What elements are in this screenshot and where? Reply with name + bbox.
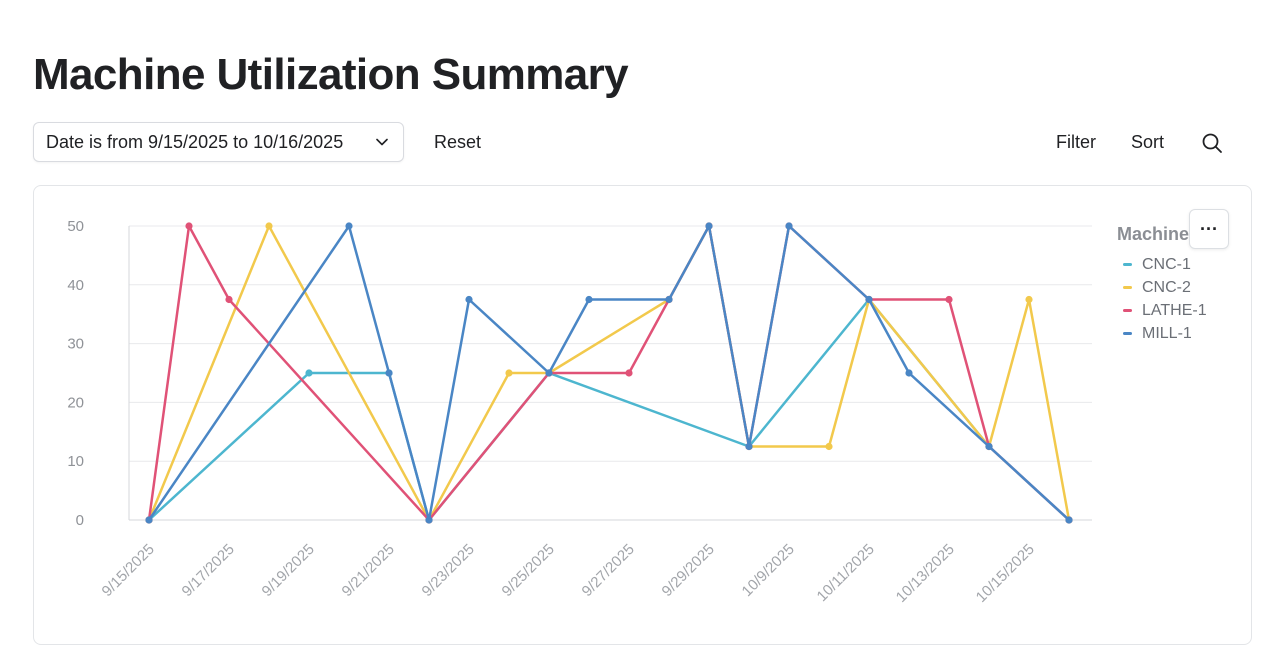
data-point-cnc-2 xyxy=(1025,295,1033,304)
data-point-mill-1 xyxy=(465,295,473,304)
chevron-down-icon xyxy=(376,138,388,146)
y-tick-label-20: 20 xyxy=(67,394,84,411)
data-point-cnc-2 xyxy=(505,369,513,377)
x-tick-label: 9/27/2025 xyxy=(579,541,638,600)
series-line-lathe-1 xyxy=(147,224,1071,522)
chart-legend: Machine CNC-1 CNC-2 LATHE-1 MILL-1 xyxy=(1117,224,1227,345)
data-point-lathe-1 xyxy=(185,222,193,230)
data-point-lathe-1 xyxy=(225,295,233,304)
legend-swatch xyxy=(1123,332,1132,335)
line-chart: 0 10 20 30 40 50 9/15/2025 9/17/2025 9/19/2025 9/… xyxy=(67,218,1092,606)
x-tick-label: 10/15/2025 xyxy=(973,541,1038,606)
data-point-cnc-2 xyxy=(825,442,833,451)
date-range-filter[interactable]: Date is from 9/15/2025 to 10/16/2025 xyxy=(33,122,404,162)
x-tick-label: 9/23/2025 xyxy=(419,541,478,600)
x-tick-label: 10/9/2025 xyxy=(739,541,798,600)
data-point-mill-1 xyxy=(905,369,913,377)
data-point-cnc-2 xyxy=(265,222,273,230)
data-point-mill-1 xyxy=(985,442,993,451)
data-point-cnc-1 xyxy=(305,369,313,377)
x-tick-label: 9/21/2025 xyxy=(339,541,398,600)
y-tick-label-0: 0 xyxy=(76,512,84,529)
x-tick-label: 10/13/2025 xyxy=(893,541,958,606)
legend-item-lathe-1[interactable]: LATHE-1 xyxy=(1117,299,1227,322)
chart-card: 0 10 20 30 40 50 9/15/2025 9/17/2025 9/19/2025 9/… xyxy=(33,185,1252,645)
data-point-lathe-1 xyxy=(625,369,633,377)
page-title: Machine Utilization Summary xyxy=(33,50,629,99)
data-point-mill-1 xyxy=(145,516,153,524)
data-point-mill-1 xyxy=(545,369,553,377)
legend-item-cnc-1[interactable]: CNC-1 xyxy=(1117,253,1227,276)
data-point-mill-1 xyxy=(865,295,873,304)
sort-button[interactable]: Sort xyxy=(1131,132,1165,152)
legend-swatch xyxy=(1123,309,1132,312)
data-point-lathe-1 xyxy=(945,295,953,304)
reset-button[interactable]: Reset xyxy=(434,132,482,152)
legend-swatch xyxy=(1123,263,1132,266)
more-options-button[interactable]: ··· xyxy=(1189,209,1229,249)
data-point-mill-1 xyxy=(785,222,793,230)
legend-title: Machine xyxy=(1117,224,1190,244)
data-point-mill-1 xyxy=(705,222,713,230)
data-point-mill-1 xyxy=(1065,516,1073,524)
filter-button[interactable]: Filter xyxy=(1056,132,1096,152)
legend-label: MILL-1 xyxy=(1142,324,1192,342)
legend-item-mill-1[interactable]: MILL-1 xyxy=(1117,322,1227,345)
x-tick-label: 9/29/2025 xyxy=(659,541,718,600)
legend-item-cnc-2[interactable]: CNC-2 xyxy=(1117,276,1227,299)
data-point-mill-1 xyxy=(745,442,753,451)
y-tick-label-10: 10 xyxy=(67,453,84,470)
legend-swatch xyxy=(1123,286,1132,289)
x-tick-label: 10/11/2025 xyxy=(814,541,878,605)
legend-label: CNC-2 xyxy=(1142,278,1191,296)
data-point-mill-1 xyxy=(385,369,393,377)
data-point-mill-1 xyxy=(425,516,433,524)
search-icon[interactable] xyxy=(1200,131,1224,155)
data-point-mill-1 xyxy=(345,222,353,230)
more-horizontal-icon: ··· xyxy=(1200,218,1218,239)
x-tick-label: 9/19/2025 xyxy=(259,541,318,600)
x-tick-label: 9/17/2025 xyxy=(179,541,238,600)
legend-label: LATHE-1 xyxy=(1142,301,1207,319)
legend-label: CNC-1 xyxy=(1142,255,1191,273)
series-line-cnc-1 xyxy=(147,298,1071,522)
y-tick-label-40: 40 xyxy=(67,277,84,294)
y-tick-label-50: 50 xyxy=(67,218,84,235)
x-tick-label: 9/25/2025 xyxy=(499,541,558,600)
y-tick-label-30: 30 xyxy=(67,336,84,353)
date-range-label: Date is from 9/15/2025 to 10/16/2025 xyxy=(46,131,344,152)
data-point-mill-1 xyxy=(585,295,593,304)
x-tick-label: 9/15/2025 xyxy=(99,541,158,600)
data-point-mill-1 xyxy=(665,295,673,304)
